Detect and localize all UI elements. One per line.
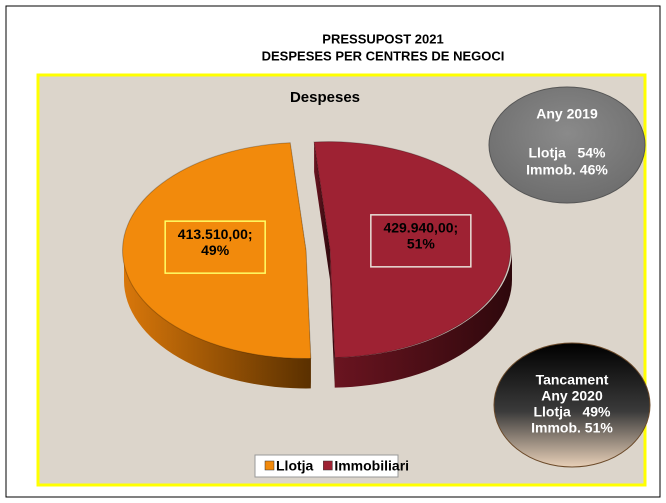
data-label: 51% — [407, 236, 436, 252]
data-label: 429.940,00; — [383, 220, 458, 236]
chart-subtitle: Despeses — [290, 89, 360, 106]
data-label: 49% — [201, 242, 230, 258]
slice-side — [334, 249, 513, 388]
annotation-text: Any 2019 — [536, 106, 598, 122]
annotation-text: Llotja 54% — [528, 145, 606, 161]
annotation-text: Llotja 49% — [533, 404, 611, 420]
annotation-text: Tancament — [536, 372, 609, 388]
annotation-text: Immob. 51% — [531, 420, 613, 436]
legend-swatch — [264, 460, 275, 471]
legend-label: Llotja — [276, 458, 314, 474]
legend-items: Llotja Immobiliari — [264, 458, 409, 474]
legend-swatch — [323, 460, 333, 471]
legend-label: Immobiliari — [334, 458, 409, 474]
slice-side — [123, 250, 311, 389]
chart-title: PRESSUPOST 2021 — [322, 31, 443, 46]
annotation-bubble — [488, 86, 646, 204]
slice-wall — [314, 142, 330, 280]
pie: 413.510,00;49% 429.940,00;51% — [122, 141, 513, 389]
annotation-bubble — [493, 342, 651, 468]
data-label-box — [370, 214, 472, 268]
slice-wall — [329, 249, 335, 388]
chart-title: DESPESES PER CENTRES DE NEGOCI — [262, 48, 505, 63]
annotation-text: Immob. 46% — [526, 162, 608, 178]
data-label-box — [164, 220, 266, 274]
annotations: Any 2019 Llotja 54%Immob. 46% TancamentAny… — [526, 106, 613, 436]
annotation-text: Any 2020 — [541, 388, 603, 404]
data-label: 413.510,00; — [178, 226, 253, 242]
